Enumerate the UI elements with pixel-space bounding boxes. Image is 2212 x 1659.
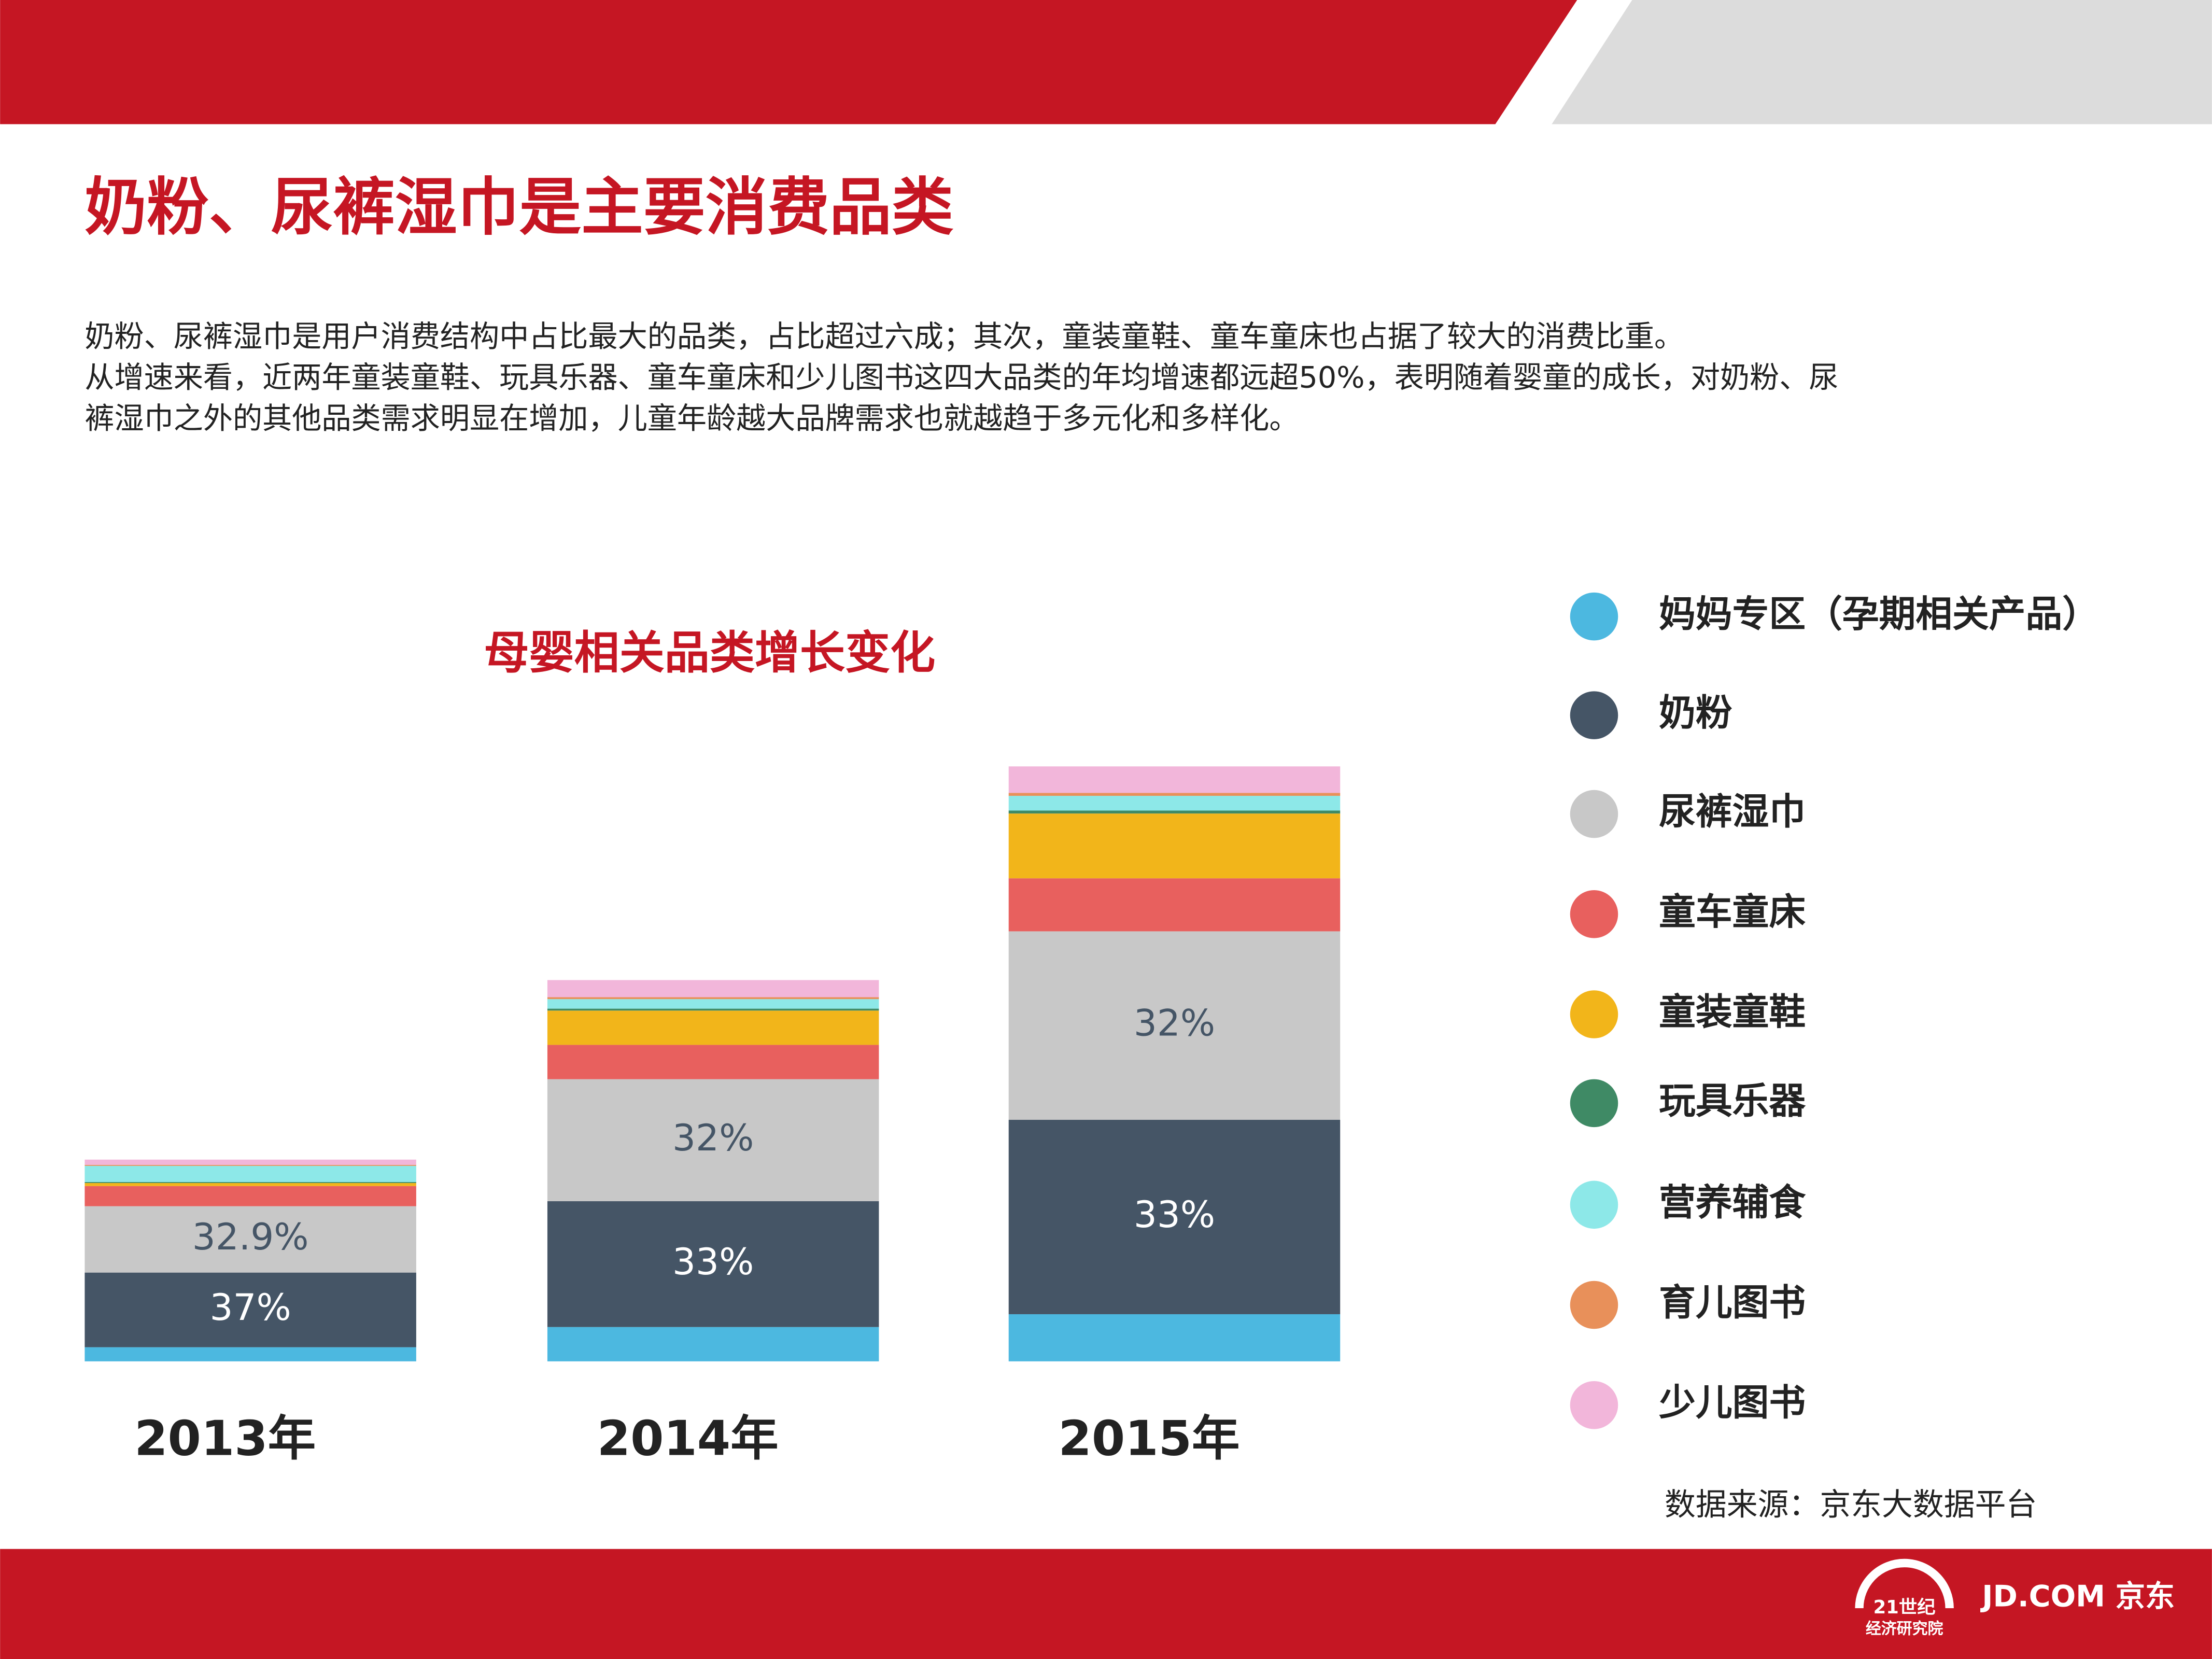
bar-segment [84,1182,416,1183]
value-label: 33% [1134,1193,1215,1236]
bar-segment [547,999,879,1009]
bar-segment [84,1159,416,1165]
legend-swatch [1570,990,1618,1038]
x-tick-label: 2013年 [134,1410,316,1466]
legend-label: 奶粉 [1659,691,1732,734]
bar-segment [547,1008,879,1011]
bar-segment [84,1164,416,1166]
legend-label: 玩具乐器 [1659,1079,1806,1122]
paragraph-line: 从增速来看，近两年童装童鞋、玩具乐器、童车童床和少儿图书这四大品类的年均增速都远… [84,361,1838,395]
bar-segment [84,1183,416,1186]
bar-segment [84,1206,416,1273]
legend-swatch [1570,1381,1618,1429]
bar-segment [1008,766,1341,793]
value-label: 33% [672,1240,754,1283]
legend-swatch [1570,1281,1618,1329]
bar-segment [84,1272,416,1347]
bar-segment [547,1327,879,1361]
bar-segment [1008,813,1341,879]
slide-title: 奶粉、尿裤湿巾是主要消费品类 [84,172,953,244]
bar-segment [84,1186,416,1206]
bar-segment [1008,810,1341,814]
bar-segment [547,1045,879,1079]
value-label: 32% [1134,1002,1215,1045]
legend-swatch [1570,1180,1618,1229]
legend-swatch [1570,890,1618,938]
legend-label: 妈妈专区（孕期相关产品） [1659,593,2099,636]
legend-label: 童装童鞋 [1659,990,1806,1033]
bar-segment [547,1079,879,1201]
legend-swatch [1570,592,1618,641]
legend-label: 营养辅食 [1659,1180,1806,1224]
bar-segment [1008,796,1341,811]
bar-segment [547,980,879,997]
legend-swatch [1570,1079,1618,1128]
logo-text: 经济研究院 [1866,1620,1943,1638]
bar-segment [1008,793,1341,796]
logo-text: 21世纪 [1873,1597,1936,1618]
bar-segment [1008,878,1341,932]
logo-arc [1855,1558,1954,1609]
legend-label: 育儿图书 [1659,1281,1806,1324]
legend-swatch [1570,790,1618,838]
x-tick-label: 2014年 [597,1410,779,1466]
bar-segment [547,997,879,1000]
bar-segment [547,1201,879,1327]
legend-label: 尿裤湿巾 [1659,790,1806,833]
paragraph-line: 裤湿巾之外的其他品类需求明显在增加，儿童年龄越大品牌需求也就越趋于多元化和多样化… [84,401,1299,435]
legend-label: 少儿图书 [1659,1381,1806,1424]
header-band [0,0,1577,124]
value-label: 37% [210,1286,291,1329]
legend-swatch [1570,691,1618,739]
chart-title: 母婴相关品类增长变化 [484,626,936,679]
header-band-gray [1552,0,2212,124]
bar-segment [1008,1120,1341,1314]
value-label: 32% [672,1116,754,1159]
bar-segment [1008,931,1341,1120]
footer-band [0,1549,2212,1659]
paragraph-line: 奶粉、尿裤湿巾是用户消费结构中占比最大的品类，占比超过六成；其次，童装童鞋、童车… [84,320,1684,354]
bar-segment [1008,1314,1341,1361]
logo-text: JD.COM 京东 [1980,1580,2175,1614]
source: 数据来源：京东大数据平台 [1665,1487,2037,1523]
bar-segment [84,1165,416,1182]
legend-label: 童车童床 [1659,890,1806,933]
bar-segment [547,1010,879,1045]
x-tick-label: 2015年 [1059,1410,1240,1466]
value-label: 32.9% [192,1215,309,1258]
bar-segment [84,1347,416,1361]
